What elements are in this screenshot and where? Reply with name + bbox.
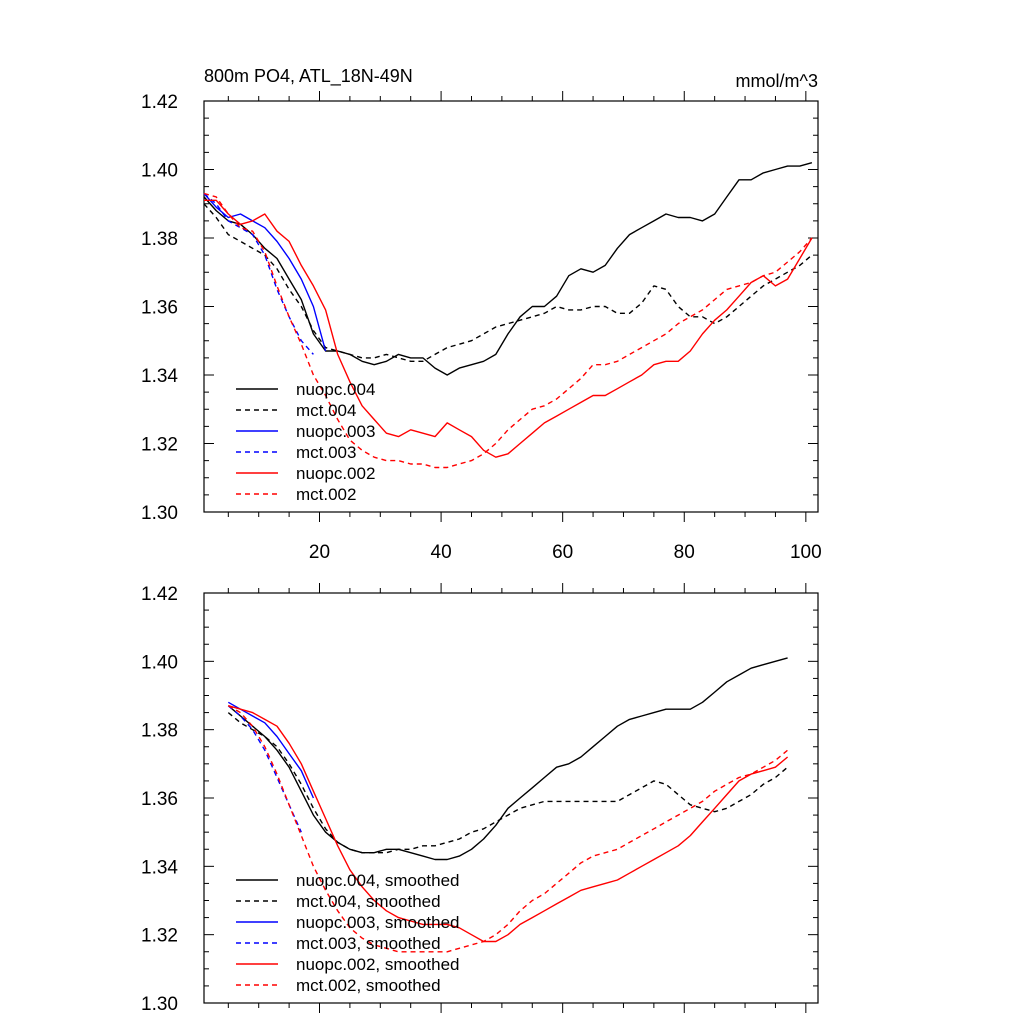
y-tick-label: 1.34 — [141, 857, 178, 878]
x-tick-label: 20 — [309, 542, 330, 563]
units-label: mmol/m^3 — [736, 71, 818, 91]
series-line-5 — [203, 192, 813, 469]
y-tick-label: 1.40 — [141, 652, 178, 673]
series-line-1 — [203, 203, 813, 362]
legend-label-4: nuopc.002, smoothed — [296, 955, 460, 974]
y-tick-label: 1.34 — [141, 366, 178, 387]
series-line-4 — [228, 705, 789, 943]
series-line-0 — [227, 657, 788, 861]
legend-label-5: mct.002, smoothed — [296, 976, 441, 995]
y-tick-label: 1.38 — [141, 721, 178, 742]
y-tick-label: 1.38 — [141, 229, 178, 250]
legend-label-4: nuopc.002 — [296, 464, 375, 483]
legend-label-2: nuopc.003, smoothed — [296, 913, 460, 932]
legend-label-0: nuopc.004, smoothed — [296, 871, 460, 890]
series-line-1 — [227, 712, 789, 854]
legend-label-3: mct.003, smoothed — [296, 934, 441, 953]
y-tick-label: 1.42 — [141, 92, 178, 113]
series-line-5 — [227, 705, 789, 953]
y-tick-label: 1.42 — [141, 584, 178, 605]
y-tick-label: 1.30 — [141, 994, 178, 1015]
x-tick-label: 60 — [552, 542, 573, 563]
series-line-4 — [204, 199, 813, 458]
legend-label-2: nuopc.003 — [296, 422, 375, 441]
x-tick-label: 100 — [790, 542, 822, 563]
legend-label-1: mct.004 — [296, 401, 356, 420]
x-tick-label: 40 — [431, 542, 452, 563]
legend-label-5: mct.002 — [296, 485, 356, 504]
y-tick-label: 1.32 — [141, 926, 178, 947]
y-tick-label: 1.40 — [141, 161, 178, 182]
chart-title: 800m PO4, ATL_18N-49N — [204, 66, 413, 87]
series-line-0 — [203, 162, 813, 376]
legend-label-1: mct.004, smoothed — [296, 892, 441, 911]
x-tick-label: 80 — [674, 542, 695, 563]
y-tick-label: 1.36 — [141, 789, 178, 810]
top-panel: 1.30 1.32 1.34 1.36 1.38 1.40 1.42 20 40 60 80 100 8… — [141, 66, 822, 563]
y-tick-label: 1.32 — [141, 435, 178, 456]
series-line-2 — [203, 193, 327, 352]
series-line-3 — [203, 192, 314, 355]
bottom-panel: 1.30 1.32 1.34 1.36 1.38 1.40 1.42 nuopc.004, s… — [141, 583, 819, 1015]
y-tick-label: 1.30 — [141, 503, 178, 524]
legend-label-0: nuopc.004 — [296, 380, 375, 399]
legend-label-3: mct.003 — [296, 443, 356, 462]
y-tick-label: 1.36 — [141, 298, 178, 319]
